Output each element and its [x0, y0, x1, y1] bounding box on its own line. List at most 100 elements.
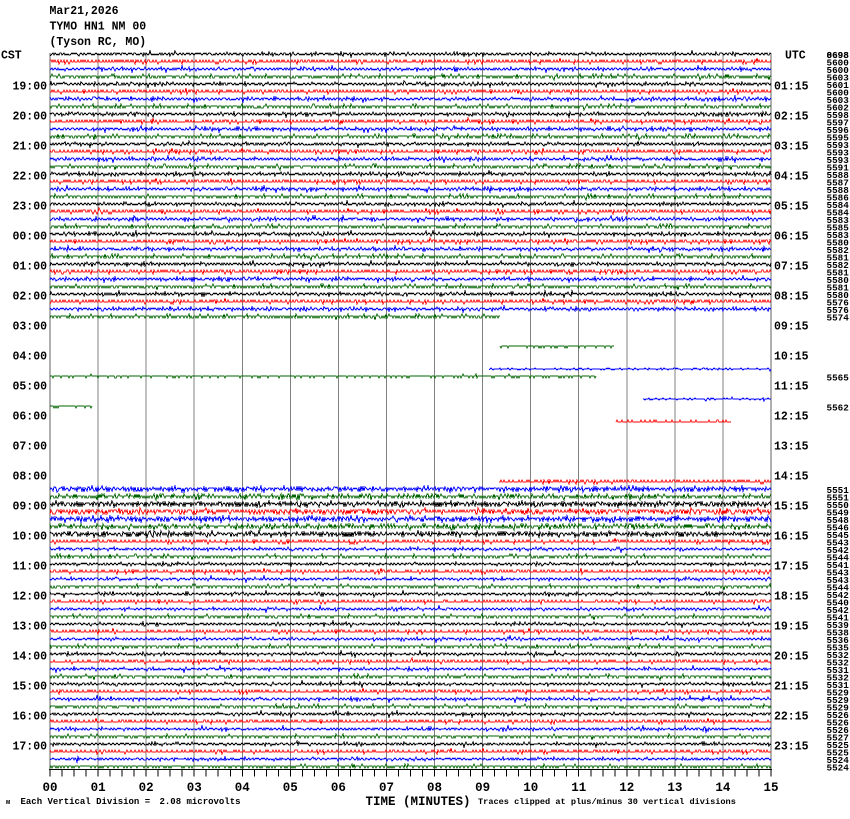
svg-text:5548: 5548 [827, 515, 850, 526]
svg-text:05: 05 [283, 781, 298, 795]
svg-text:(Tyson RC, MO): (Tyson RC, MO) [50, 36, 147, 49]
svg-text:08:15: 08:15 [774, 291, 809, 304]
svg-text:16:15: 16:15 [774, 531, 809, 544]
svg-text:16:00: 16:00 [12, 711, 47, 724]
svg-text:5542: 5542 [827, 605, 850, 616]
svg-text:01:00: 01:00 [12, 261, 47, 274]
svg-text:07:00: 07:00 [12, 441, 47, 454]
svg-text:22:15: 22:15 [774, 711, 809, 724]
svg-text:09:15: 09:15 [774, 321, 809, 334]
svg-text:12:15: 12:15 [774, 411, 809, 424]
svg-text:06:15: 06:15 [774, 231, 809, 244]
svg-text:5536: 5536 [827, 635, 850, 646]
svg-text:5595: 5595 [827, 133, 850, 144]
svg-text:5544: 5544 [827, 553, 850, 564]
svg-text:0698: 0698 [827, 50, 850, 61]
svg-text:CST: CST [1, 50, 22, 63]
svg-text:5526: 5526 [827, 718, 850, 729]
svg-text:5543: 5543 [827, 568, 850, 579]
svg-text:5591: 5591 [827, 163, 850, 174]
svg-text:01: 01 [91, 781, 106, 795]
svg-text:Each Vertical Division =: Each Vertical Division = [21, 797, 151, 807]
svg-text:11:15: 11:15 [774, 381, 809, 394]
svg-text:14:00: 14:00 [12, 651, 47, 664]
svg-text:06:00: 06:00 [12, 411, 47, 424]
svg-text:5601: 5601 [827, 80, 850, 91]
svg-text:5583: 5583 [827, 215, 850, 226]
svg-text:21:15: 21:15 [774, 681, 809, 694]
svg-text:5580: 5580 [827, 290, 850, 301]
svg-text:04:15: 04:15 [774, 171, 809, 184]
svg-text:02:00: 02:00 [12, 291, 47, 304]
svg-text:5581: 5581 [827, 268, 850, 279]
svg-text:5586: 5586 [827, 193, 850, 204]
svg-text:5580: 5580 [827, 275, 850, 286]
svg-text:10:15: 10:15 [774, 351, 809, 364]
svg-text:5527: 5527 [827, 733, 849, 744]
svg-text:2.08 microvolts: 2.08 microvolts [160, 797, 241, 807]
svg-text:5596: 5596 [827, 125, 850, 136]
svg-text:5542: 5542 [827, 545, 850, 556]
svg-text:5588: 5588 [827, 185, 850, 196]
svg-text:17:15: 17:15 [774, 561, 809, 574]
svg-text:09:00: 09:00 [12, 501, 47, 514]
svg-text:15: 15 [763, 781, 778, 795]
svg-text:5545: 5545 [827, 530, 850, 541]
svg-text:5524: 5524 [827, 755, 850, 766]
svg-text:5542: 5542 [827, 590, 850, 601]
svg-text:10: 10 [523, 781, 538, 795]
svg-text:5529: 5529 [827, 688, 850, 699]
svg-text:TIME (MINUTES): TIME (MINUTES) [366, 795, 471, 809]
svg-text:5532: 5532 [827, 673, 850, 684]
svg-text:13:00: 13:00 [12, 621, 47, 634]
svg-text:5598: 5598 [827, 110, 850, 121]
svg-text:11: 11 [571, 781, 586, 795]
svg-text:22:00: 22:00 [12, 171, 47, 184]
svg-text:5525: 5525 [827, 748, 850, 759]
svg-text:5576: 5576 [827, 298, 850, 309]
svg-text:5585: 5585 [827, 223, 850, 234]
svg-text:5550: 5550 [827, 500, 850, 511]
svg-text:19:15: 19:15 [774, 621, 809, 634]
svg-text:04: 04 [235, 781, 251, 795]
svg-text:13: 13 [667, 781, 682, 795]
svg-text:12: 12 [619, 781, 634, 795]
svg-text:5603: 5603 [827, 73, 850, 84]
svg-text:5602: 5602 [827, 103, 850, 114]
svg-text:5526: 5526 [827, 710, 850, 721]
svg-text:20:15: 20:15 [774, 651, 809, 664]
svg-text:м: м [6, 799, 10, 807]
svg-text:5551: 5551 [827, 485, 850, 496]
svg-text:5576: 5576 [827, 305, 850, 316]
svg-text:5529: 5529 [827, 703, 850, 714]
svg-text:5529: 5529 [827, 695, 850, 706]
svg-text:5532: 5532 [827, 650, 850, 661]
svg-text:Traces clipped at plus/minus 3: Traces clipped at plus/minus 30 vertical… [478, 797, 736, 807]
svg-text:13:15: 13:15 [774, 441, 809, 454]
svg-text:09: 09 [475, 781, 490, 795]
svg-text:02:15: 02:15 [774, 111, 809, 124]
svg-text:19:00: 19:00 [12, 81, 47, 94]
svg-text:5593: 5593 [827, 155, 850, 166]
svg-text:5532: 5532 [827, 658, 850, 669]
svg-text:5543: 5543 [827, 575, 850, 586]
svg-text:5549: 5549 [827, 508, 850, 519]
svg-text:5565: 5565 [827, 373, 850, 384]
svg-text:5531: 5531 [827, 680, 850, 691]
svg-text:5580: 5580 [827, 238, 850, 249]
svg-text:17:00: 17:00 [12, 741, 47, 754]
svg-text:03:15: 03:15 [774, 141, 809, 154]
svg-text:14:15: 14:15 [774, 471, 809, 484]
svg-text:03: 03 [187, 781, 202, 795]
svg-text:05:15: 05:15 [774, 201, 809, 214]
svg-text:07:15: 07:15 [774, 261, 809, 274]
svg-text:5583: 5583 [827, 230, 850, 241]
svg-text:23:15: 23:15 [774, 741, 809, 754]
svg-text:5600: 5600 [827, 65, 850, 76]
svg-text:05:00: 05:00 [12, 381, 47, 394]
svg-text:5584: 5584 [827, 208, 850, 219]
svg-text:08: 08 [427, 781, 442, 795]
svg-text:5588: 5588 [827, 170, 850, 181]
svg-text:10:00: 10:00 [12, 531, 47, 544]
svg-text:12:00: 12:00 [12, 591, 47, 604]
